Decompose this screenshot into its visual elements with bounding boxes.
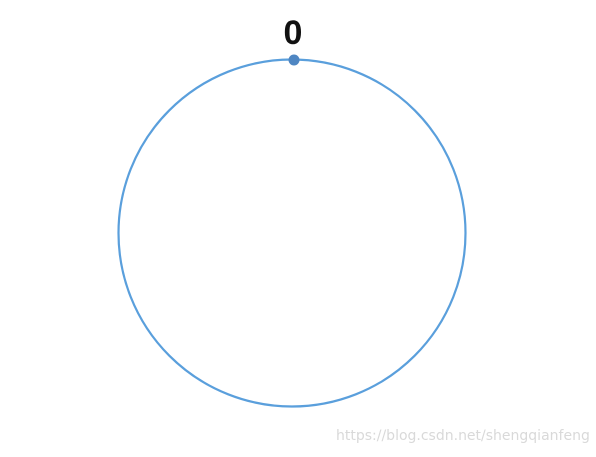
start-point-marker [288,54,300,66]
circle-path [117,58,467,408]
point-label: 0 [284,14,303,52]
watermark-text: https://blog.csdn.net/shengqianfeng [336,428,590,444]
